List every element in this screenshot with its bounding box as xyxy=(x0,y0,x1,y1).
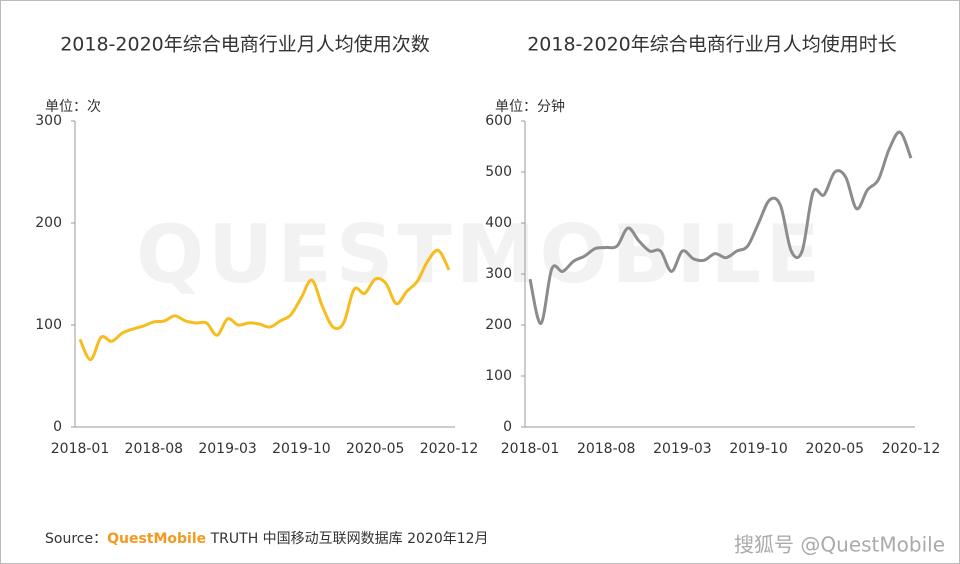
y-tick-label: 200 xyxy=(485,317,512,333)
y-tick-label: 0 xyxy=(53,419,62,435)
x-tick-label: 2019-10 xyxy=(729,441,788,457)
footer: 搜狐号 @QuestMobile xyxy=(734,533,945,557)
x-tick-label: 2020-05 xyxy=(806,441,865,457)
x-tick-label: 2020-12 xyxy=(420,441,479,457)
unit-label: 单位：次 xyxy=(45,99,101,115)
y-tick-label: 100 xyxy=(35,317,62,333)
chart-title: 2018-2020年综合电商行业月人均使用次数 xyxy=(60,34,430,56)
x-tick-label: 2020-12 xyxy=(882,441,941,457)
source-prefix: Source： xyxy=(45,531,107,547)
watermark: QUESTMOBILE xyxy=(136,208,824,301)
y-tick-label: 200 xyxy=(35,215,62,231)
x-tick-label: 2019-03 xyxy=(198,441,257,457)
source-rest: TRUTH 中国移动互联网数据库 2020年12月 xyxy=(210,531,489,547)
x-tick-label: 2018-08 xyxy=(577,441,636,457)
y-tick-label: 0 xyxy=(503,419,512,435)
line-series xyxy=(528,130,913,325)
y-tick-label: 500 xyxy=(485,164,512,180)
y-tick-label: 300 xyxy=(35,113,62,129)
y-tick-label: 100 xyxy=(485,368,512,384)
x-tick-label: 2019-10 xyxy=(272,441,331,457)
y-tick-label: 600 xyxy=(485,113,512,129)
source: Source：QuestMobile TRUTH 中国移动互联网数据库 2020… xyxy=(45,531,489,547)
line-series xyxy=(78,248,451,362)
x-tick-label: 2018-01 xyxy=(501,441,560,457)
y-tick-label: 400 xyxy=(485,215,512,231)
unit-label: 单位：分钟 xyxy=(495,98,565,115)
x-tick-label: 2020-05 xyxy=(346,441,405,457)
source-brand: QuestMobile xyxy=(107,531,206,547)
x-tick-label: 2018-08 xyxy=(125,441,184,457)
x-tick-label: 2019-03 xyxy=(653,441,712,457)
chart-title: 2018-2020年综合电商行业月人均使用时长 xyxy=(527,34,897,56)
x-tick-label: 2018-01 xyxy=(51,441,110,457)
y-tick-label: 300 xyxy=(485,266,512,282)
